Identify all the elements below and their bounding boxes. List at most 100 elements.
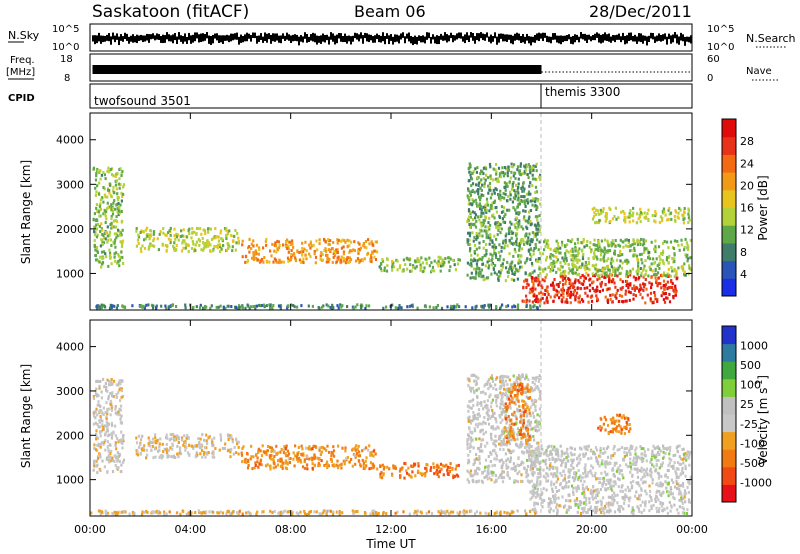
echo-cell: [530, 254, 533, 258]
echo-cell: [517, 389, 520, 393]
echo-cell: [269, 249, 272, 253]
echo-cell: [512, 428, 515, 432]
echo-cell: [146, 226, 149, 230]
echo-cell: [146, 453, 149, 457]
echo-cell: [285, 454, 288, 458]
echo-cell: [408, 258, 411, 262]
echo-cell: [95, 407, 98, 411]
echo-cell: [537, 257, 541, 261]
echo-cell: [468, 170, 471, 174]
echo-cell: [661, 210, 664, 213]
echo-cell: [331, 247, 334, 251]
echo-cell: [471, 306, 474, 310]
echo-cell: [504, 435, 507, 439]
echo-cell: [521, 238, 524, 242]
echo-cell: [468, 215, 471, 219]
echo-cell: [100, 265, 103, 269]
echo-cell: [522, 189, 525, 193]
freq-strip-frame: [89, 53, 693, 82]
echo-cell: [359, 246, 363, 250]
echo-cell: [94, 421, 97, 425]
echo-cell: [569, 249, 573, 253]
echo-cell: [158, 445, 161, 449]
echo-cell: [369, 461, 372, 465]
echo-cell: [590, 294, 594, 298]
echo-cell: [597, 240, 600, 243]
echo-cell: [595, 243, 598, 247]
echo-cell: [486, 201, 489, 205]
echo-cell: [570, 268, 574, 272]
echo-cell: [199, 452, 202, 456]
echo-cell: [256, 465, 260, 469]
echo-cell: [104, 230, 107, 234]
echo-cell: [663, 283, 666, 287]
colorbar-tick-label: 12: [740, 224, 754, 237]
echo-cell: [639, 211, 642, 215]
echo-cell: [198, 442, 201, 446]
echo-cell: [305, 257, 308, 261]
echo-cell: [618, 264, 621, 268]
echo-cell: [495, 206, 498, 209]
echo-cell: [600, 280, 603, 284]
echo-cell: [95, 219, 98, 222]
cpid-segment-2: themis 3300: [545, 85, 620, 99]
echo-cell: [611, 239, 614, 243]
nsky-sample: [166, 32, 168, 40]
echo-cell: [591, 281, 594, 285]
echo-cell: [683, 270, 686, 274]
echo-cell: [182, 443, 185, 447]
echo-cell: [476, 166, 479, 170]
echo-cell: [399, 264, 402, 268]
echo-cell: [279, 260, 282, 264]
echo-cell: [594, 290, 597, 294]
nsky-sample: [206, 32, 208, 39]
echo-cell: [479, 429, 482, 433]
echo-cell: [498, 459, 501, 463]
echo-cell: [356, 447, 359, 451]
echo-cell: [519, 162, 522, 166]
nsky-sample: [456, 33, 458, 40]
echo-cell: [522, 421, 525, 425]
echo-cell: [663, 287, 666, 291]
echo-cell: [486, 406, 489, 410]
echo-cell: [165, 448, 168, 452]
nsky-sample: [216, 33, 218, 41]
nsky-sample: [262, 36, 264, 43]
freq-trace: [92, 65, 692, 74]
echo-cell: [674, 288, 677, 292]
nsky-sample: [650, 32, 652, 39]
echo-cell: [205, 446, 208, 450]
echo-cell: [156, 237, 159, 241]
nsky-sample: [428, 32, 430, 39]
echo-cell: [446, 465, 449, 469]
echo-cell: [538, 374, 541, 378]
echo-cell: [419, 267, 422, 271]
echo-cell: [523, 195, 526, 199]
echo-cell: [495, 439, 498, 443]
echo-cell: [633, 242, 636, 246]
echo-cell: [260, 463, 263, 467]
echo-cell: [614, 239, 617, 242]
echo-cell: [266, 463, 269, 467]
echo-cell: [110, 306, 113, 310]
echo-cell: [516, 396, 519, 400]
echo-cell: [114, 454, 117, 458]
echo-cell: [122, 434, 125, 437]
echo-cell: [474, 216, 477, 220]
echo-cell: [469, 170, 472, 174]
echo-cell: [454, 474, 457, 478]
echo-cell: [583, 286, 586, 290]
echo-cell: [333, 254, 337, 258]
echo-cell: [501, 376, 504, 380]
echo-cell: [506, 171, 509, 174]
echo-cell: [477, 267, 480, 270]
echo-cell: [520, 462, 523, 466]
echo-cell: [295, 457, 299, 461]
echo-cell: [488, 382, 491, 386]
echo-cell: [519, 420, 522, 424]
echo-cell: [219, 433, 222, 437]
echo-cell: [513, 273, 516, 276]
echo-cell: [121, 394, 125, 398]
echo-cell: [121, 442, 124, 445]
